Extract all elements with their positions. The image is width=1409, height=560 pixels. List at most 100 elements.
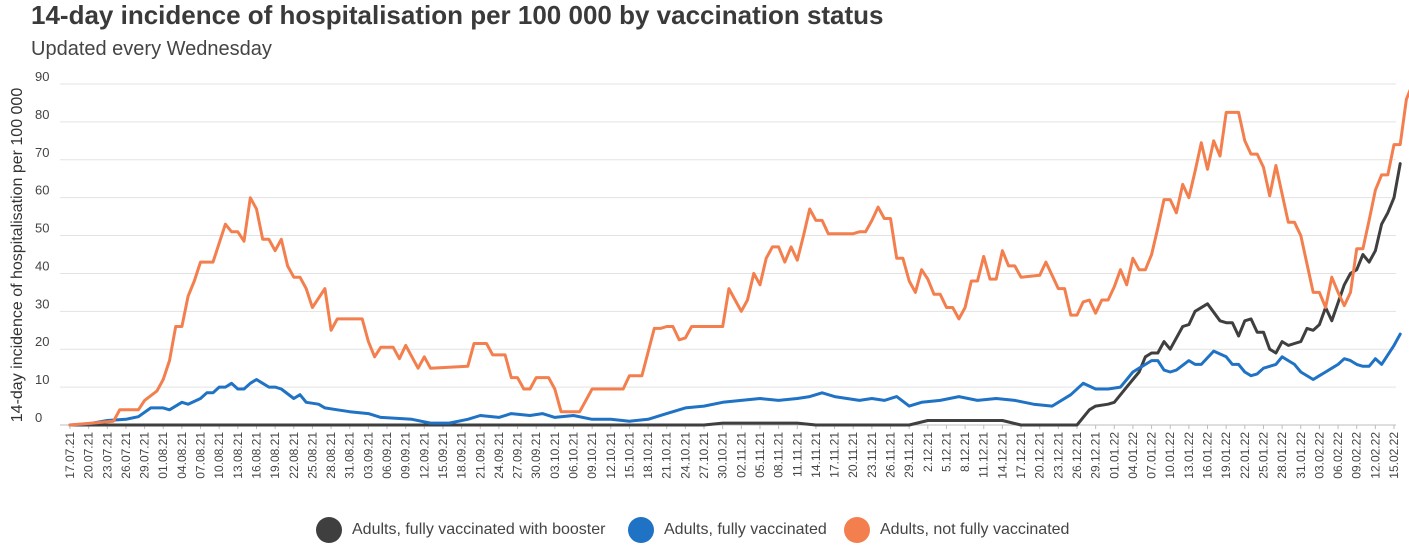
legend-swatch-fully-vaccinated <box>628 517 654 543</box>
x-tick-label: 13.08.21 <box>231 432 245 479</box>
x-tick-label: 16.01.22 <box>1201 432 1215 479</box>
x-tick-label: 23.11.21 <box>865 432 879 478</box>
x-tick-label: 19.08.21 <box>268 432 282 479</box>
y-tick-label: 60 <box>35 183 49 198</box>
x-tick-label: 04.01.22 <box>1126 432 1140 479</box>
x-tick-label: 23.12.21 <box>1051 432 1065 479</box>
legend-item-fully-vaccinated: Adults, fully vaccinated <box>628 512 827 548</box>
x-tick-label: 10.08.21 <box>212 432 226 479</box>
x-tick-label: 01.01.22 <box>1107 432 1121 479</box>
chart-legend: Adults, fully vaccinated with booster Ad… <box>0 512 1409 548</box>
x-tick-label: 12.10.21 <box>604 432 618 479</box>
x-tick-label: 31.08.21 <box>343 432 357 479</box>
x-tick-label: 30.10.21 <box>716 432 730 479</box>
x-tick-label: 20.11.21 <box>846 432 860 478</box>
x-tick-label: 20.12.21 <box>1033 432 1047 479</box>
x-tick-label: 28.08.21 <box>324 432 338 479</box>
x-tick-label: 28.01.22 <box>1275 432 1289 479</box>
x-tick-label: 21.09.21 <box>473 432 487 479</box>
x-tick-label: 03.10.21 <box>548 432 562 479</box>
x-tick-label: 27.10.21 <box>697 432 711 479</box>
x-tick-label: 29.11.21 <box>902 432 916 478</box>
x-tick-label: 27.09.21 <box>511 432 525 479</box>
x-tick-label: 13.01.22 <box>1182 432 1196 479</box>
y-tick-label: 70 <box>35 145 49 160</box>
x-tick-label: 03.02.22 <box>1312 432 1326 479</box>
x-tick-label: 11.11.21 <box>790 432 804 477</box>
x-tick-labels: 17.07.21 20.07.21 23.07.21 26.07.21 29.07.21… <box>63 425 1401 479</box>
series-line-booster <box>68 162 1402 427</box>
series-line-fully-vaccinated <box>68 332 1402 427</box>
x-tick-label: 8.12.21 <box>958 432 972 472</box>
chart-subtitle: Updated every Wednesday <box>31 38 272 60</box>
y-tick-label: 80 <box>35 107 49 122</box>
x-tick-label: 17.11.21 <box>828 432 842 478</box>
legend-item-booster: Adults, fully vaccinated with booster <box>316 512 605 548</box>
x-tick-label: 09.02.22 <box>1350 432 1364 479</box>
legend-swatch-booster <box>316 517 342 543</box>
y-axis-label: 14-day incidence of hospitalisation per … <box>9 88 26 423</box>
x-tick-label: 15.09.21 <box>436 432 450 479</box>
x-tick-label: 25.01.22 <box>1256 432 1270 479</box>
x-tick-label: 22.08.21 <box>287 432 301 479</box>
x-tick-label: 23.07.21 <box>100 432 114 479</box>
x-tick-label: 18.09.21 <box>455 432 469 479</box>
x-tick-label: 07.01.22 <box>1145 432 1159 479</box>
x-tick-label: 12.02.22 <box>1368 432 1382 479</box>
x-tick-label: 09.09.21 <box>399 432 413 479</box>
x-tick-label: 06.09.21 <box>380 432 394 479</box>
x-tick-label: 07.08.21 <box>194 432 208 479</box>
y-tick-label: 30 <box>35 296 49 311</box>
line-chart: 0 10 20 30 40 50 60 70 80 90 17.07.21 20.07.21 23.0… <box>9 69 1409 479</box>
x-tick-label: 06.02.22 <box>1331 432 1345 479</box>
y-tick-label: 10 <box>35 372 49 387</box>
y-tick-labels: 0 10 20 30 40 50 60 70 80 90 <box>35 69 49 425</box>
x-tick-label: 15.10.21 <box>622 432 636 479</box>
x-tick-label: 26.07.21 <box>119 432 133 479</box>
y-tick-label: 40 <box>35 258 49 273</box>
x-tick-label: 17.12.21 <box>1014 432 1028 479</box>
legend-label-fully-vaccinated: Adults, fully vaccinated <box>664 521 827 538</box>
x-tick-label: 04.08.21 <box>175 432 189 479</box>
x-tick-label: 01.08.21 <box>156 432 170 479</box>
legend-item-not-fully-vaccinated: Adults, not fully vaccinated <box>844 512 1069 548</box>
x-tick-label: 31.01.22 <box>1294 432 1308 479</box>
x-tick-label: 19.01.22 <box>1219 432 1233 479</box>
series-lines <box>68 88 1409 427</box>
x-tick-label: 25.08.21 <box>305 432 319 479</box>
x-tick-label: 05.11.21 <box>753 432 767 478</box>
x-tick-label: 24.09.21 <box>492 432 506 479</box>
x-tick-label: 2.12.21 <box>921 432 935 472</box>
x-tick-label: 26.11.21 <box>884 432 898 478</box>
x-tick-label: 20.07.21 <box>82 432 96 479</box>
legend-label-not-fully-vaccinated: Adults, not fully vaccinated <box>880 521 1070 538</box>
x-tick-label: 24.10.21 <box>678 432 692 479</box>
x-tick-label: 02.11.21 <box>734 432 748 478</box>
y-tick-label: 90 <box>35 69 49 84</box>
y-tick-label: 20 <box>35 334 49 349</box>
y-tick-label: 50 <box>35 221 49 236</box>
x-tick-label: 15.02.22 <box>1387 432 1401 479</box>
x-tick-label: 11.12.21 <box>977 432 991 478</box>
x-tick-label: 5.12.21 <box>939 432 953 472</box>
x-tick-label: 08.11.21 <box>772 432 786 478</box>
x-tick-label: 29.07.21 <box>138 432 152 479</box>
x-tick-label: 03.09.21 <box>361 432 375 479</box>
x-tick-label: 09.10.21 <box>585 432 599 479</box>
chart-title: 14-day incidence of hospitalisation per … <box>31 0 884 30</box>
legend-label-booster: Adults, fully vaccinated with booster <box>352 521 606 538</box>
gridlines <box>60 83 1396 426</box>
x-tick-label: 14.11.21 <box>809 432 823 478</box>
x-tick-label: 29.12.21 <box>1089 432 1103 479</box>
x-tick-label: 18.10.21 <box>641 432 655 479</box>
x-tick-label: 06.10.21 <box>566 432 580 479</box>
series-line-not-fully-vaccinated <box>68 88 1409 427</box>
x-tick-label: 14.12.21 <box>995 432 1009 479</box>
x-tick-label: 16.08.21 <box>249 432 263 479</box>
x-tick-label: 30.09.21 <box>529 432 543 479</box>
y-tick-label: 0 <box>35 410 42 425</box>
x-tick-label: 12.09.21 <box>417 432 431 479</box>
x-tick-label: 26.12.21 <box>1070 432 1084 479</box>
x-tick-label: 21.10.21 <box>660 432 674 479</box>
x-tick-label: 22.01.22 <box>1238 432 1252 479</box>
